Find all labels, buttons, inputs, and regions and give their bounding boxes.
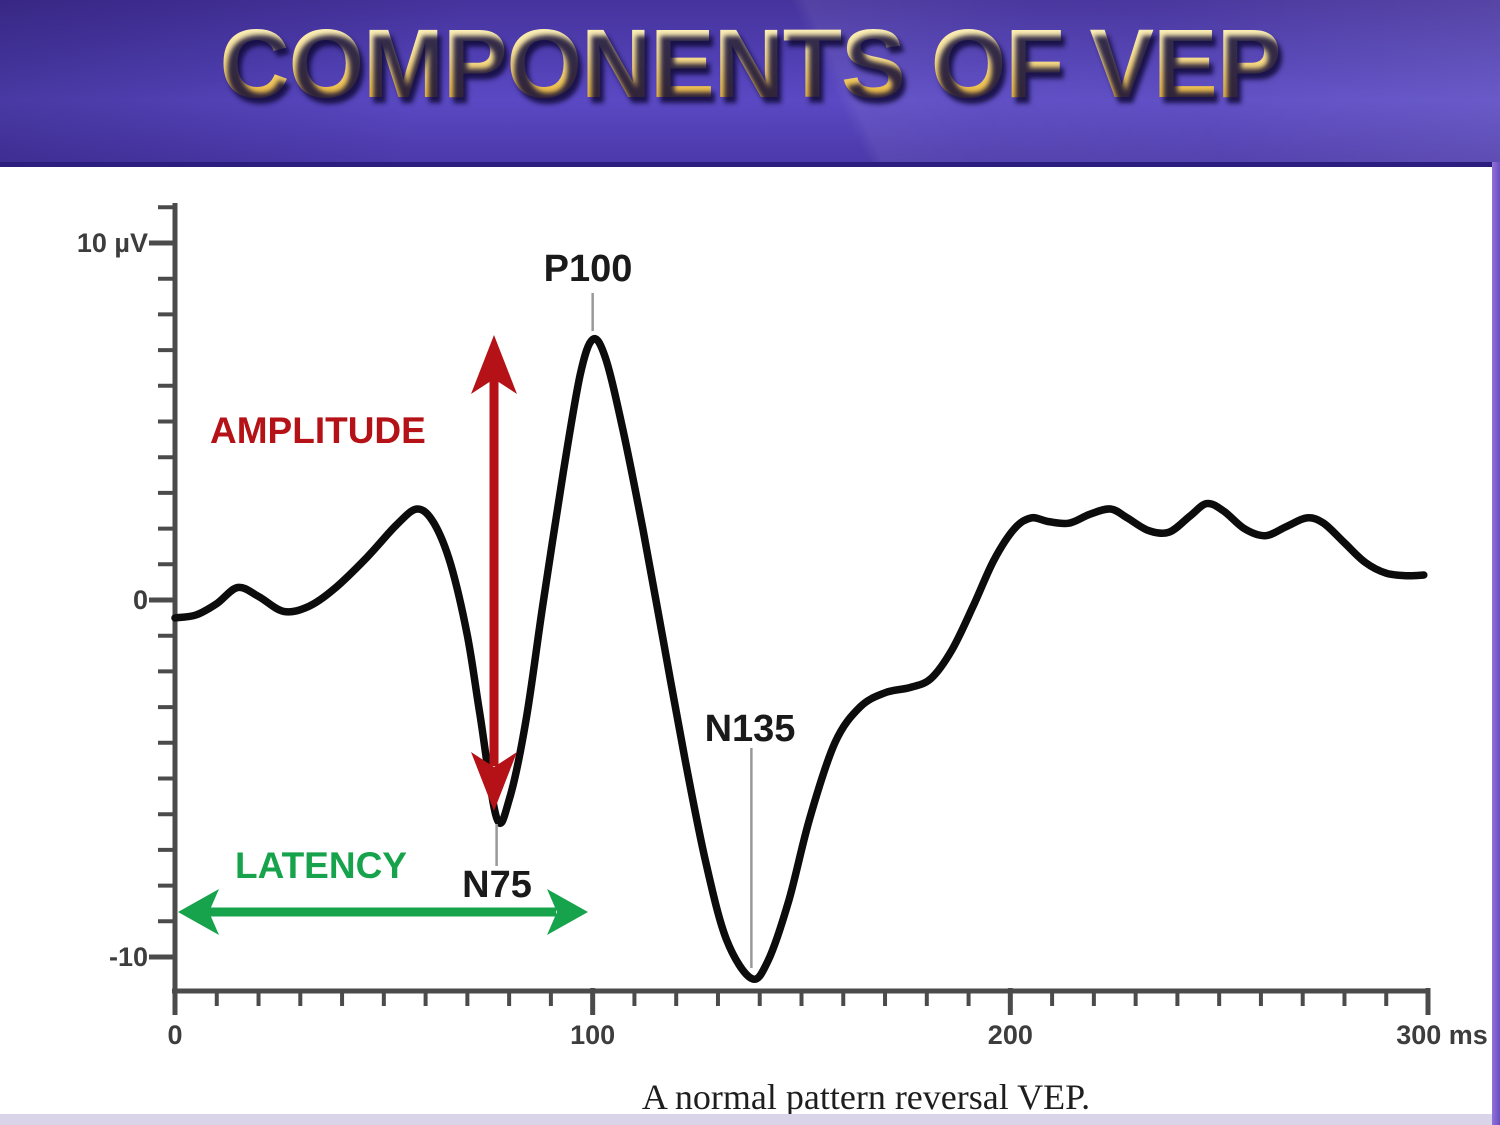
amplitude-arrow-down-head [471,752,517,811]
amplitude-arrow-up-head [471,335,517,394]
latency-arrow-left-head [178,889,219,935]
amplitude-annotation: AMPLITUDE [210,335,517,811]
x-tick-label: 0 [167,1020,182,1050]
peak-label: N75 [462,864,532,906]
peak-label: P100 [544,248,633,290]
tick-labels: 10 µV 0 -10 0 100 200 300 ms [77,228,1488,1050]
x-tick-label: 200 [988,1020,1033,1050]
latency-annotation: LATENCY [178,845,588,935]
right-edge-strip [1492,162,1500,1125]
peak-annotations: P100 N75 N135 [462,248,795,968]
latency-label: LATENCY [235,845,407,886]
bottom-edge-strip [0,1114,1492,1125]
y-tick-label: 10 µV [77,228,148,258]
page-title: COMPONENTS OF VEP [219,9,1282,118]
y-tick-label: 0 [133,585,148,615]
y-tick-label: -10 [109,942,148,972]
slide-header: COMPONENTS OF VEP [0,0,1500,167]
latency-arrow-right-head [547,889,588,935]
axes [149,203,1431,1015]
vep-waveform [171,335,1428,983]
peak-label: N135 [705,708,796,750]
amplitude-label: AMPLITUDE [210,410,426,451]
x-tick-label: 100 [570,1020,615,1050]
chart-caption: A normal pattern reversal VEP. [641,1077,1091,1117]
x-tick-label: 300 ms [1396,1020,1488,1050]
